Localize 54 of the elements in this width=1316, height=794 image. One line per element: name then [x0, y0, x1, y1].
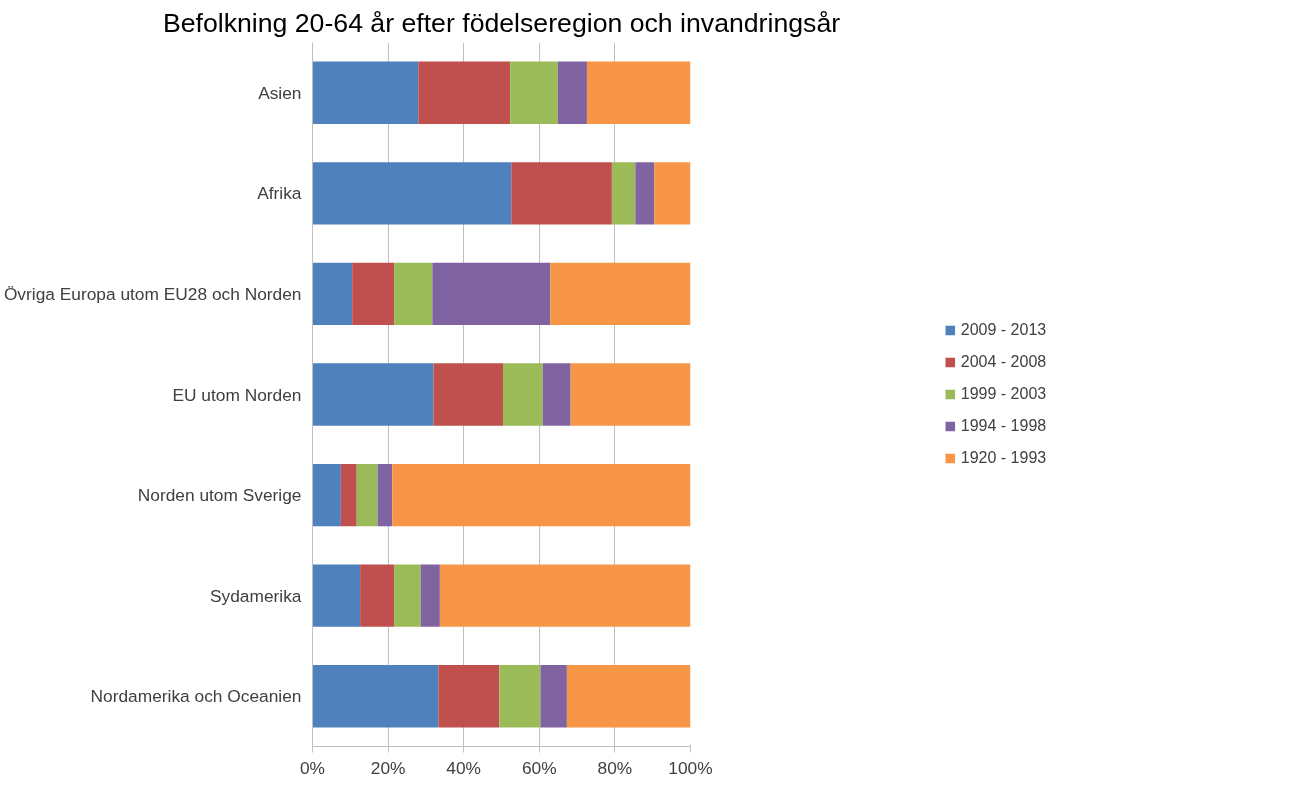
bar [550, 262, 691, 326]
bar [360, 564, 395, 627]
x-tick-label: 100% [668, 757, 713, 778]
bar [654, 162, 691, 225]
x-tick-label: 60% [521, 757, 557, 778]
y-tick-label: Sydamerika [210, 585, 302, 606]
x-tick-label: 80% [597, 757, 633, 778]
legend-label: 2004 - 2008 [960, 353, 1047, 371]
bar [420, 564, 440, 627]
x-tick-label: 20% [370, 757, 406, 778]
bar [312, 162, 512, 225]
bar [392, 463, 691, 527]
bar [570, 363, 691, 426]
bar [312, 463, 341, 527]
bar [611, 162, 636, 225]
y-tick-label: Afrika [257, 183, 302, 204]
bar [438, 665, 500, 728]
y-tick-label: Asien [258, 82, 302, 103]
bar [312, 61, 419, 124]
bar [352, 262, 395, 326]
bar [499, 665, 541, 728]
legend-label: 1920 - 1993 [960, 449, 1047, 467]
bar [340, 463, 357, 527]
y-tick-label: Nordamerika och Oceanien [90, 686, 302, 707]
legend-label: 2009 - 2013 [960, 321, 1047, 339]
x-tick-label: 40% [446, 757, 482, 778]
bar [566, 665, 691, 728]
bar [432, 262, 551, 326]
bar [586, 61, 691, 124]
chart-title: Befolkning 20-64 år efter födelseregion och invandringsår [162, 7, 841, 38]
legend-label: 1999 - 2003 [960, 385, 1047, 403]
bar [312, 363, 434, 426]
y-tick-label: EU utom Norden [172, 384, 302, 405]
bar [439, 564, 691, 627]
bar [540, 665, 567, 728]
bar [433, 363, 504, 426]
bar [418, 61, 511, 124]
bar [511, 162, 612, 225]
bar [312, 564, 361, 627]
x-tick-label: 0% [299, 757, 326, 778]
bar [635, 162, 655, 225]
bar [356, 463, 378, 527]
bar [557, 61, 587, 124]
bar [394, 262, 433, 326]
legend-label: 1994 - 1998 [960, 417, 1047, 435]
bar [312, 262, 353, 326]
bar [542, 363, 571, 426]
y-tick-label: Norden utom Sverige [137, 485, 302, 506]
bar [312, 665, 439, 728]
y-tick-label: Övriga Europa utom EU28 och Norden [3, 283, 302, 304]
bar [394, 564, 421, 627]
bar [377, 463, 393, 527]
bar [510, 61, 558, 124]
bar [503, 363, 543, 426]
